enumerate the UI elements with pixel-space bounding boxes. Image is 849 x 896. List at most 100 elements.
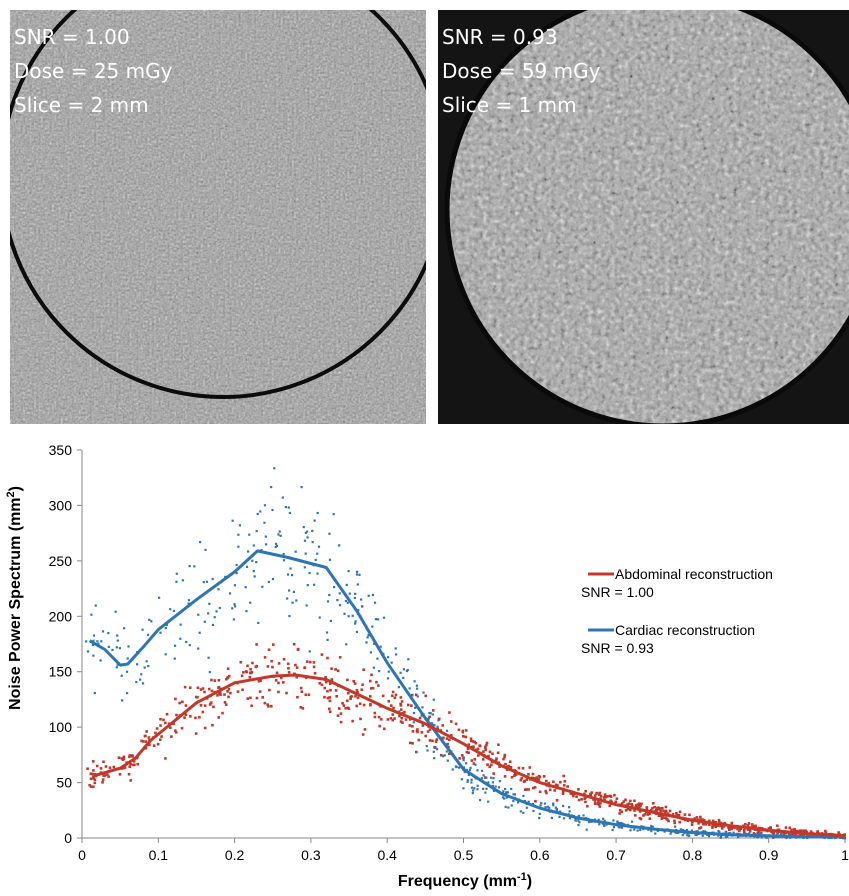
scatter-point [485,776,488,779]
scatter-point [408,741,412,745]
scatter-point [562,784,566,787]
scatter-point [253,575,256,578]
scatter-point [328,532,331,535]
scatter-point [361,605,364,608]
scatter-point [784,826,788,829]
scatter-point [304,552,307,555]
scatter-point [348,592,351,595]
scatter-point [542,775,546,778]
scatter-point [480,777,483,780]
scatter-point [362,703,366,707]
scatter-point [155,727,159,730]
scatter-point [473,758,477,761]
scatter-point [355,570,359,573]
scatter-point [111,648,114,652]
scatter-point [572,794,575,798]
scatter-point [532,786,535,790]
scatter-point [497,786,501,789]
scatter-point [344,706,347,710]
scatter-point [402,668,405,671]
scatter-point [402,676,405,680]
scatter-point [274,545,277,549]
scatter-point [411,725,414,728]
scatter-point [602,796,606,799]
scatter-point [354,592,357,595]
scatter-point [308,650,311,653]
scatter-point [703,822,706,826]
scatter-point [457,728,461,732]
scatter-point [185,640,188,644]
scatter-point [209,701,213,705]
scatter-point [328,710,332,714]
scatter-point [281,496,284,499]
scatter-point [150,620,153,623]
scatter-point [506,791,510,794]
scatter-point [282,552,285,556]
scatter-point [568,817,572,820]
scatter-point [502,757,505,761]
scatter-point [760,836,763,839]
scatter-point [470,781,473,784]
scatter-point [306,536,309,539]
scatter-point [286,573,290,576]
scatter-point [140,673,143,676]
scatter-point [597,803,601,807]
scatter-point [461,730,465,734]
scatter-point [724,836,727,839]
scatter-point [204,548,207,552]
scatter-point [575,795,578,798]
scatter-point [162,718,165,722]
scatter-point [477,754,480,757]
scatter-point [537,778,541,781]
scatter-point [371,593,375,597]
scatter-point [559,780,562,784]
scatter-point [351,719,354,723]
scatter-point [451,768,454,771]
scatter-point [93,778,97,782]
scatter-point [434,740,438,743]
scatter-point [312,665,316,669]
scatter-point [358,702,362,706]
scatter-point [431,739,434,743]
scatter-point [683,813,687,816]
scatter-point [334,689,338,692]
scatter-point [304,693,308,697]
scatter-point [369,651,373,654]
scatter-point [257,679,261,683]
y-axis-ticks: 0 50 100 150 200 250 300 350 [49,442,82,846]
scatter-point [390,661,393,664]
scatter-point [657,808,661,811]
scatter-point [300,690,304,693]
scatter-point [509,766,512,769]
scatter-point [188,686,192,690]
scatter-point [147,736,151,739]
scatter-point [730,827,733,830]
ct-dose-label: Dose = 25 mGy [14,59,173,83]
scatter-point [400,700,404,703]
scatter-point [776,824,779,828]
scatter-point [507,806,510,809]
scatter-point [277,533,280,536]
scatter-point [432,750,435,753]
scatter-point [286,597,289,600]
scatter-point [462,756,465,759]
x-tick-label: 0.4 [377,847,397,863]
scatter-point [691,820,694,824]
scatter-point [314,558,317,562]
scatter-point [543,802,547,805]
scatter-point [659,809,662,813]
scatter-point [201,710,205,714]
scatter-point [99,659,102,662]
scatter-point [246,697,250,700]
scatter-point [414,706,417,709]
scatter-point [188,565,191,568]
scatter-point [527,788,530,791]
scatter-point [394,647,397,650]
scatter-point [252,544,255,547]
scatter-point [588,792,592,796]
scatter-point [255,561,258,564]
scatter-point [428,728,432,731]
ct-snr-label: SNR = 1.00 [14,25,130,49]
scatter-point [471,792,474,795]
scatter-point [540,801,543,805]
